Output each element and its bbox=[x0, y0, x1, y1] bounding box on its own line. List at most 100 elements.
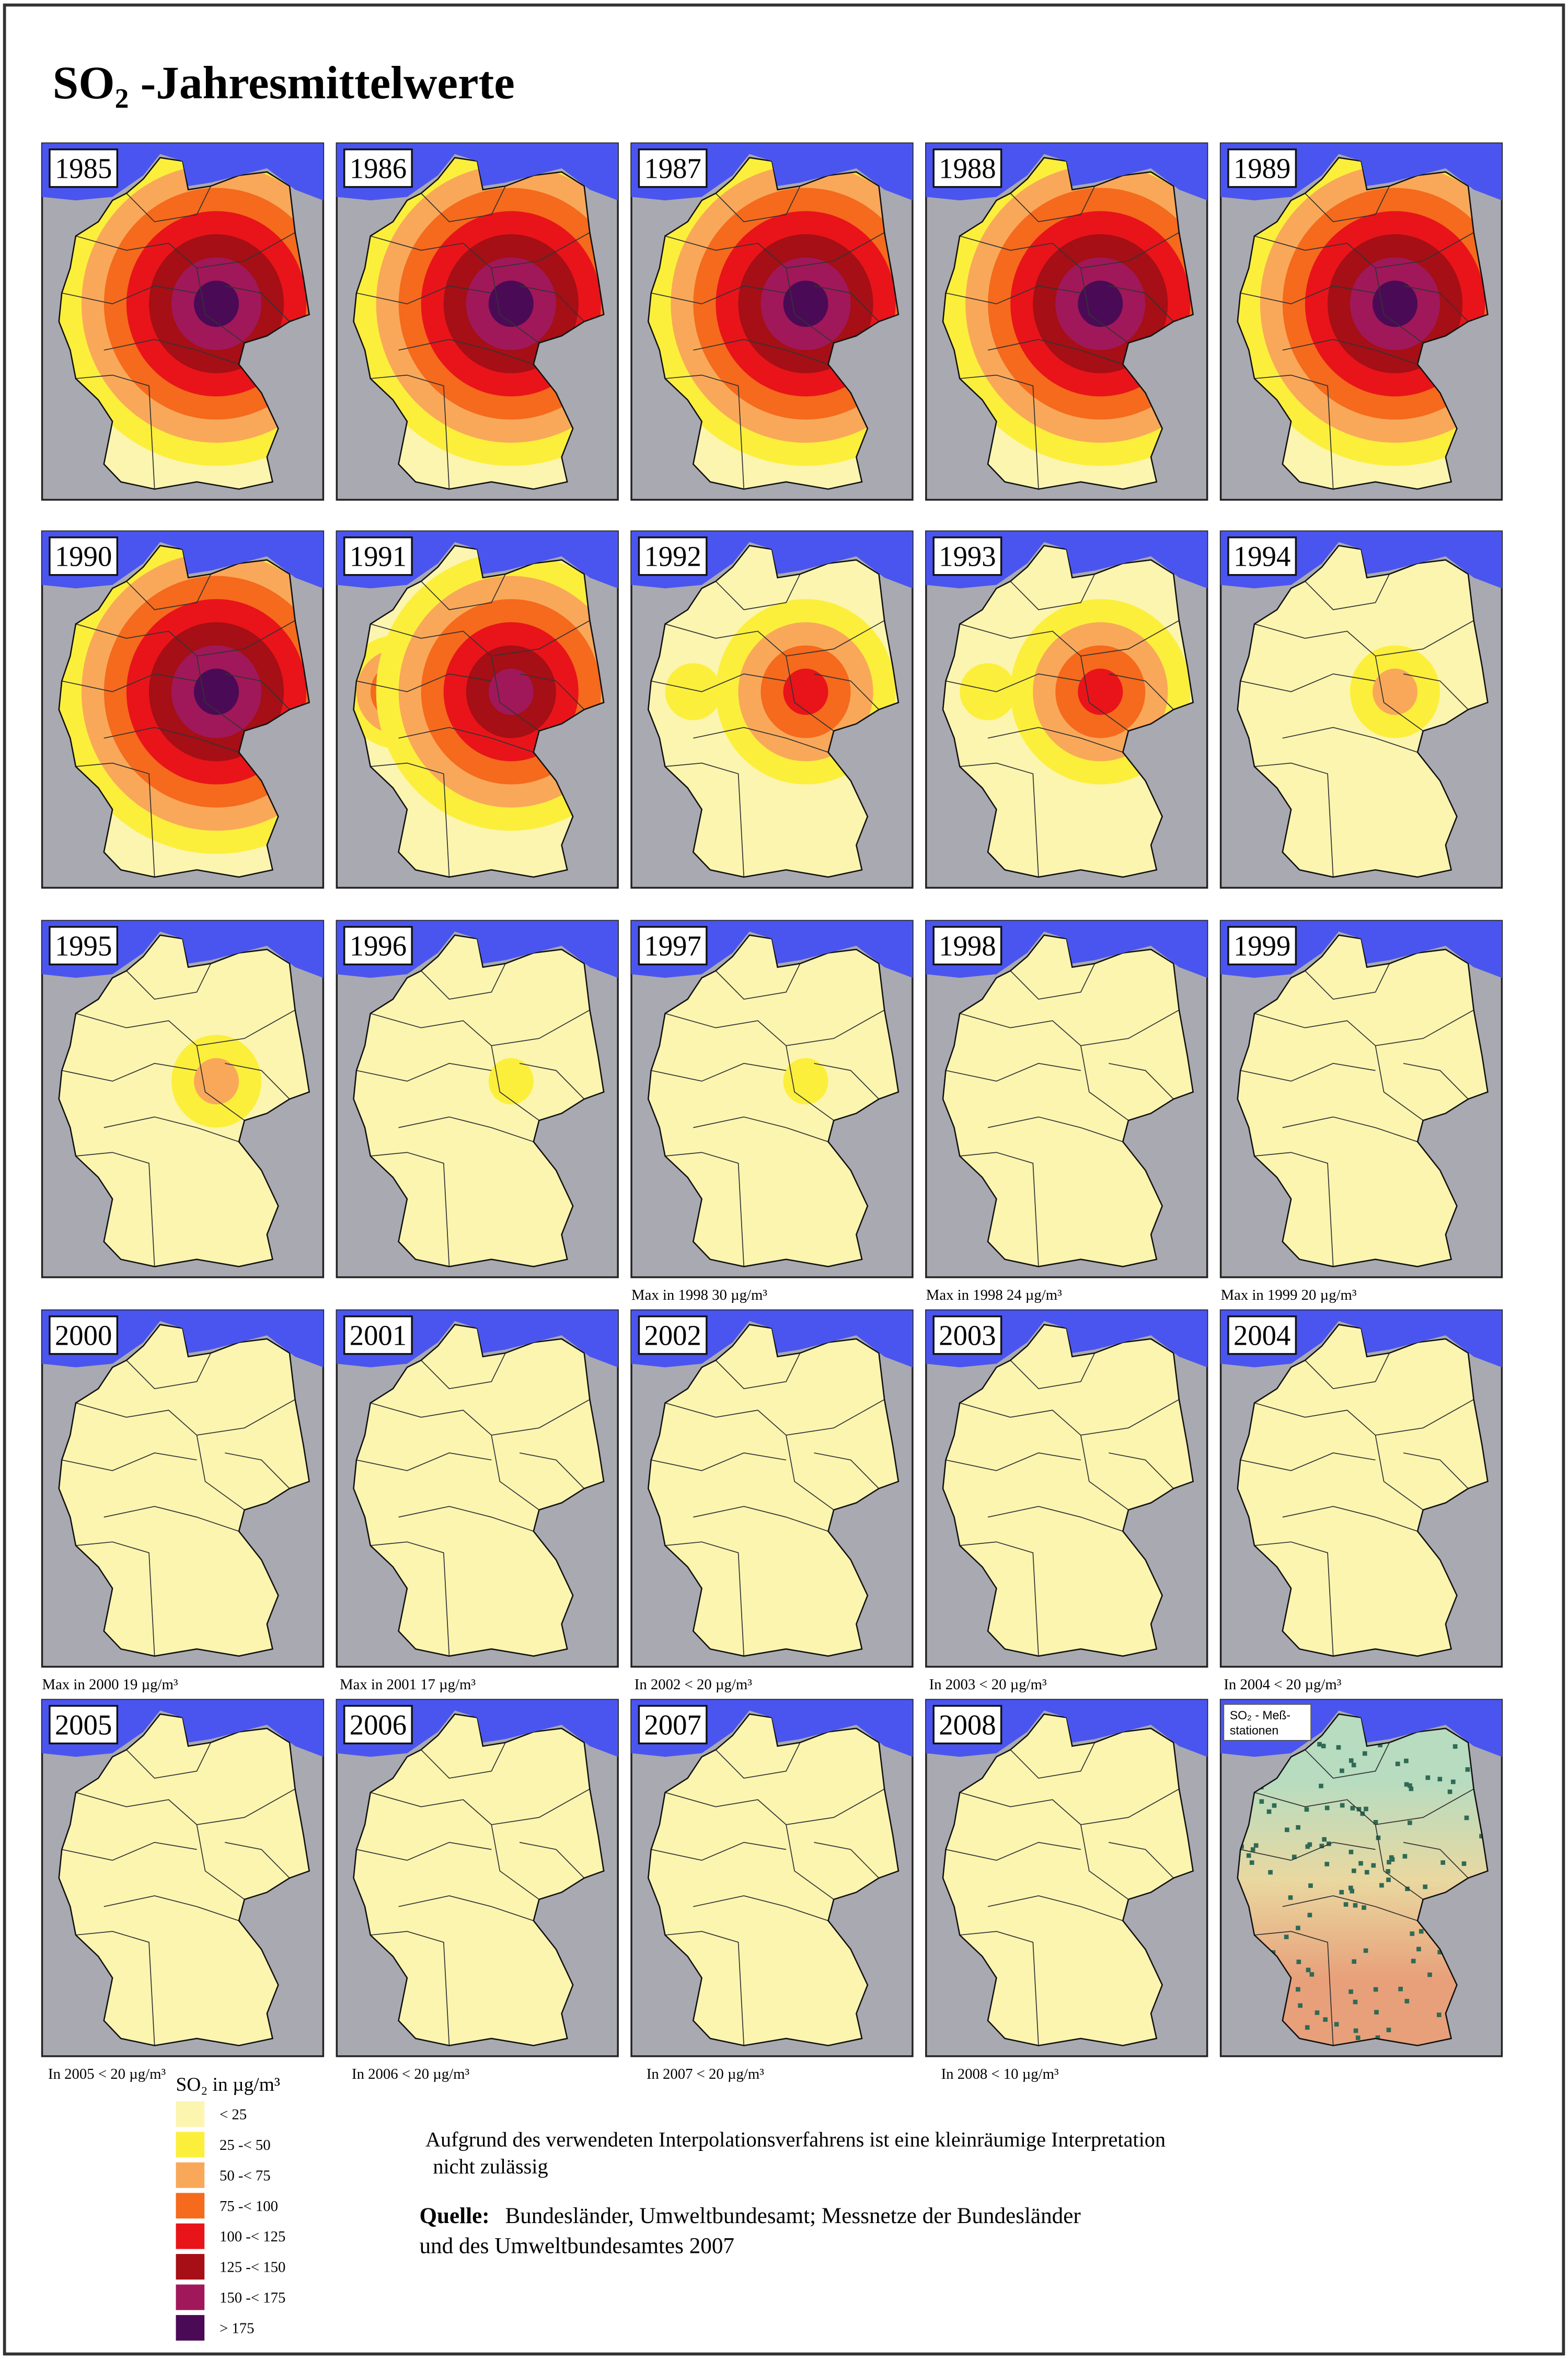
state-border bbox=[1403, 1063, 1469, 1100]
state-border bbox=[1305, 1353, 1390, 1390]
germany bbox=[648, 1714, 898, 2046]
state-border bbox=[421, 1353, 506, 1390]
year-box bbox=[932, 1704, 1002, 1745]
state-border bbox=[519, 673, 585, 710]
pollution-area bbox=[783, 668, 828, 715]
station-dot bbox=[1363, 1948, 1368, 1953]
legend-swatch bbox=[176, 2132, 205, 2158]
pollution-area bbox=[1078, 668, 1123, 715]
station-dot bbox=[1408, 1783, 1412, 1788]
state-border bbox=[370, 1541, 450, 1656]
state-border bbox=[960, 1789, 1180, 1825]
pollution-area bbox=[488, 280, 534, 327]
year-box bbox=[49, 536, 119, 576]
year-label: 1988 bbox=[939, 152, 996, 184]
station-dot bbox=[1410, 1931, 1415, 1936]
germany bbox=[943, 935, 1193, 1267]
station-dot bbox=[1317, 1742, 1322, 1747]
state-border bbox=[1254, 1010, 1474, 1046]
state-border bbox=[814, 1063, 880, 1100]
legend-label: 125 -< 150 bbox=[220, 2259, 285, 2276]
year-label: 1993 bbox=[939, 540, 996, 572]
station-dot bbox=[1378, 1743, 1382, 1747]
map-panel: 1987 bbox=[630, 142, 914, 501]
state-border bbox=[421, 186, 506, 222]
panel-note: In 2005 < 20 µg/m³ bbox=[48, 2066, 166, 2082]
state-border bbox=[987, 339, 1123, 365]
pollution-area bbox=[1078, 280, 1123, 327]
state-border bbox=[1403, 1842, 1469, 1879]
state-border bbox=[651, 285, 787, 305]
state-border bbox=[665, 1152, 745, 1267]
panel-note: In 2007 < 20 µg/m³ bbox=[647, 2066, 764, 2082]
state-border bbox=[665, 1399, 885, 1436]
map-panel: 1988 bbox=[925, 142, 1208, 501]
station-dot bbox=[1285, 1827, 1289, 1833]
panel-note: In 2004 < 20 µg/m³ bbox=[1224, 1676, 1341, 1693]
map-panel: 2003 In 2003 < 20 µg/m³ bbox=[925, 1309, 1208, 1693]
state-border bbox=[1080, 1824, 1129, 1900]
state-border bbox=[1305, 574, 1390, 611]
state-border bbox=[1282, 1895, 1418, 1921]
state-border bbox=[370, 1152, 450, 1267]
germany-outline bbox=[353, 934, 605, 1267]
station-dot bbox=[1364, 1806, 1368, 1812]
station-dot bbox=[1309, 1972, 1315, 1977]
panel-note: In 2002 < 20 µg/m³ bbox=[635, 1676, 752, 1693]
station-dot bbox=[1321, 1744, 1326, 1748]
state-border bbox=[960, 1010, 1180, 1046]
year-box bbox=[1227, 148, 1297, 188]
state-border bbox=[103, 339, 239, 365]
state-border bbox=[1282, 1116, 1418, 1142]
germany-outline bbox=[353, 157, 605, 490]
station-dot bbox=[1284, 1934, 1289, 1940]
station-dot bbox=[1409, 1787, 1414, 1791]
germany bbox=[59, 1324, 309, 1656]
station-dot bbox=[1350, 1806, 1355, 1811]
state-border bbox=[126, 1742, 212, 1779]
map-panel: 2005 In 2005 < 20 µg/m³ bbox=[41, 1699, 325, 2082]
panel-note: Max in 2000 19 µg/m³ bbox=[42, 1676, 178, 1693]
year-label: 1998 bbox=[939, 930, 996, 961]
germany-outline bbox=[647, 934, 900, 1267]
state-border bbox=[786, 1824, 834, 1900]
state-border bbox=[75, 1541, 155, 1656]
year-label: 2002 bbox=[644, 1319, 701, 1351]
legend-title: SO₂ in µg/m³ bbox=[176, 2074, 280, 2095]
year-label: 2007 bbox=[644, 1709, 701, 1740]
legend-swatch bbox=[176, 2193, 205, 2219]
germany-outline bbox=[1237, 1324, 1489, 1657]
state-border bbox=[62, 673, 197, 692]
germany-outline bbox=[58, 1324, 310, 1657]
state-border bbox=[196, 1435, 245, 1510]
state-border bbox=[651, 673, 787, 692]
germany-outline bbox=[1237, 545, 1489, 878]
station-dot bbox=[1340, 1768, 1344, 1773]
state-border bbox=[75, 762, 155, 877]
station-dot bbox=[1298, 2003, 1302, 2008]
legend-label: > 175 bbox=[220, 2320, 255, 2337]
station-dot bbox=[1352, 1868, 1356, 1873]
state-border bbox=[960, 232, 1180, 269]
germany-outline bbox=[1237, 934, 1489, 1267]
state-border bbox=[196, 1824, 245, 1900]
year-label: 1987 bbox=[644, 152, 701, 184]
state-border bbox=[356, 1841, 492, 1861]
station-dot bbox=[1389, 1855, 1394, 1860]
panel-note: Max in 1998 24 µg/m³ bbox=[926, 1287, 1062, 1303]
germany-outline bbox=[353, 545, 605, 878]
state-border bbox=[103, 727, 239, 753]
state-border bbox=[651, 1452, 787, 1471]
overlay bbox=[651, 1353, 885, 1656]
station-dot bbox=[1250, 1847, 1255, 1852]
station-dot bbox=[1404, 1782, 1409, 1787]
state-border bbox=[398, 727, 534, 753]
state-border bbox=[370, 374, 450, 489]
pollution-area bbox=[193, 1058, 239, 1105]
overlay bbox=[1240, 1353, 1474, 1656]
pollution-area bbox=[783, 280, 828, 327]
state-border bbox=[62, 1452, 197, 1471]
legend-label: < 25 bbox=[220, 2106, 247, 2123]
station-dot bbox=[1374, 2010, 1379, 2015]
state-border bbox=[665, 232, 885, 269]
